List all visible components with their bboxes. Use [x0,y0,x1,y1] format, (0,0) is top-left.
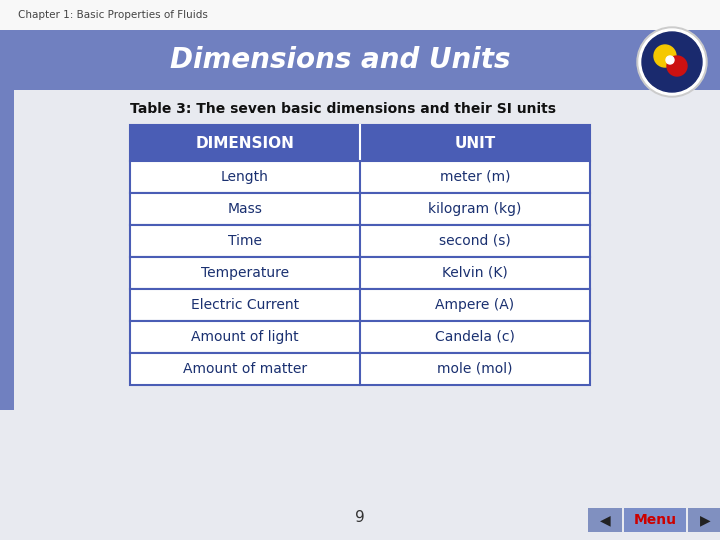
Text: Amount of light: Amount of light [192,330,299,344]
Text: second (s): second (s) [439,234,511,248]
Text: mole (mol): mole (mol) [437,362,513,376]
Bar [130,257,590,289]
Text: Time: Time [228,234,262,248]
Text: Candela (c): Candela (c) [435,330,515,344]
Bar [0,90,14,410]
Text: Kelvin (K): Kelvin (K) [442,266,508,280]
Bar [588,508,622,532]
Bar [130,289,590,321]
Text: kilogram (kg): kilogram (kg) [428,202,522,216]
Text: Electric Current: Electric Current [191,298,299,312]
Bar [130,125,590,161]
Bar [130,193,590,225]
Circle shape [666,56,674,64]
Bar [624,508,686,532]
Bar [688,508,720,532]
Circle shape [642,32,702,92]
Text: Chapter 1: Basic Properties of Fluids: Chapter 1: Basic Properties of Fluids [18,10,208,20]
Bar [130,161,590,193]
Text: Menu: Menu [634,513,677,527]
Text: ◀: ◀ [600,513,611,527]
Text: UNIT: UNIT [454,136,495,151]
Text: Ampere (A): Ampere (A) [436,298,515,312]
Text: Temperature: Temperature [201,266,289,280]
Text: Table 3: The seven basic dimensions and their SI units: Table 3: The seven basic dimensions and … [130,102,556,116]
Text: 9: 9 [355,510,365,525]
Text: ▶: ▶ [700,513,711,527]
Bar [0,0,720,30]
Bar [0,30,720,90]
Circle shape [637,27,707,97]
Circle shape [654,45,676,67]
Bar [130,225,590,257]
Text: Amount of matter: Amount of matter [183,362,307,376]
Bar [130,321,590,353]
Bar [130,353,590,385]
Text: DIMENSION: DIMENSION [196,136,294,151]
Text: Dimensions and Units: Dimensions and Units [170,46,510,74]
Text: Length: Length [221,170,269,184]
Text: meter (m): meter (m) [440,170,510,184]
Circle shape [639,29,705,95]
Text: Mass: Mass [228,202,262,216]
Circle shape [667,56,687,76]
